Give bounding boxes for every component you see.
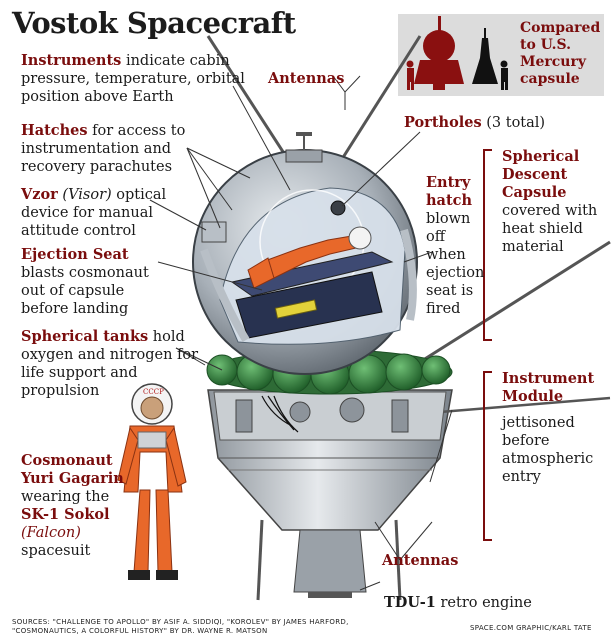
label-spherical-tanks: Spherical tanks hold oxygen and nitrogen…: [21, 328, 199, 399]
human-silhouette-black: [500, 60, 508, 90]
antenna-bottom-right: [394, 519, 402, 601]
vostok-silhouette: [414, 16, 464, 90]
label-tdu-engine: TDU-1 retro engine: [384, 594, 532, 611]
mercury-silhouette: [472, 28, 498, 84]
descent-bracket: [483, 149, 492, 341]
page-title: Vostok Spacecraft: [12, 6, 296, 40]
comparison-label: Compared to U.S. Mercury capsule: [520, 20, 601, 87]
label-antennas-bottom: Antennas: [382, 552, 459, 569]
label-entry-hatch: Entry hatch blown off when ejection seat …: [426, 174, 485, 317]
svg-text:CCCP: CCCP: [143, 388, 164, 396]
label-hatches: Hatches for access to instrumentation an…: [21, 122, 186, 175]
sources-footer: SOURCES: "CHALLENGE TO APOLLO" BY ASIF A…: [12, 618, 349, 635]
comparison-box: [398, 14, 604, 96]
vzor-device: [201, 221, 227, 243]
label-descent-capsule: Spherical Descent Capsule covered with he…: [502, 148, 598, 255]
cosmonaut-in-seat: [247, 226, 372, 289]
leader-lines: [149, 75, 453, 591]
cosmonaut-gagarin-figure: CCCP: [117, 383, 187, 580]
human-silhouette-red: [406, 60, 414, 90]
label-vzor: Vzor (Visor) optical device for manual a…: [21, 186, 167, 239]
label-instrument-module: Instrument Module jettisoned before atmos…: [502, 370, 595, 485]
label-cosmonaut: Cosmonaut Yuri Gagarin wearing the SK-1 …: [21, 452, 124, 559]
label-instruments: Instruments indicate cabin pressure, tem…: [21, 52, 245, 105]
antenna-top-right: [328, 35, 422, 179]
label-portholes: Portholes (3 total): [404, 114, 546, 131]
comparison-silhouettes: [406, 16, 508, 90]
antenna-bottom-left: [256, 519, 264, 601]
porthole: [330, 200, 346, 216]
label-ejection-seat: Ejection Seat blasts cosmonaut out of ca…: [21, 246, 149, 317]
credit-footer: SPACE.COM GRAPHIC/KARL TATE: [470, 624, 592, 632]
label-antennas-top: Antennas: [268, 70, 345, 87]
tdu-engine-bell: [293, 529, 367, 593]
module-bracket: [483, 371, 492, 541]
